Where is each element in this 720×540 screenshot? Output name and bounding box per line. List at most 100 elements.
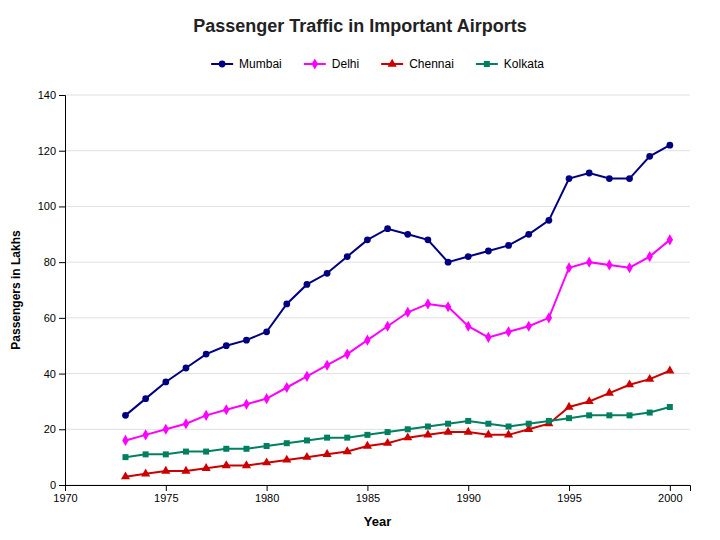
point (404, 231, 411, 238)
point (525, 231, 532, 238)
tick-label: 0 (50, 479, 56, 491)
point (142, 429, 148, 440)
point (323, 449, 332, 457)
point (344, 435, 350, 441)
legend-label: Chennai (409, 57, 454, 71)
point (243, 446, 249, 452)
point (223, 404, 229, 415)
point (364, 335, 370, 346)
point (344, 253, 351, 260)
point (586, 257, 592, 268)
tick: 120 (38, 145, 65, 157)
tick: 1975 (154, 485, 178, 504)
point (647, 410, 653, 416)
tick-mark (59, 318, 65, 319)
point (646, 153, 653, 160)
point (183, 418, 189, 429)
point (384, 321, 390, 332)
tick-mark (59, 262, 65, 263)
tick-mark (267, 485, 268, 491)
point (546, 418, 552, 424)
tick-label: 80 (44, 256, 56, 268)
tick: 80 (44, 256, 65, 268)
point (627, 412, 633, 418)
point (425, 424, 431, 430)
tick: 1990 (456, 485, 480, 504)
point (324, 435, 330, 441)
tick: 40 (44, 368, 65, 380)
point (445, 301, 451, 312)
point (304, 437, 310, 443)
tick-label: 1975 (154, 492, 178, 504)
point (405, 426, 411, 432)
series (122, 234, 673, 446)
point (183, 365, 190, 372)
point (505, 326, 511, 337)
point (344, 348, 350, 359)
point (444, 427, 453, 435)
point (667, 404, 673, 410)
legend-label: Mumbai (239, 57, 282, 71)
point (566, 175, 573, 182)
tick-mark (367, 485, 368, 491)
point (606, 259, 612, 270)
point (566, 262, 572, 273)
legend-label: Delhi (332, 57, 359, 71)
tick-label: 2000 (658, 492, 682, 504)
tick-mark (468, 485, 469, 491)
point (262, 457, 271, 465)
point (384, 225, 391, 232)
axis-line (66, 486, 691, 492)
series-line (125, 240, 669, 441)
legend-item: Delhi (304, 57, 359, 71)
series (121, 366, 674, 480)
point (364, 236, 371, 243)
point (465, 418, 471, 424)
legend-item: Mumbai (211, 57, 282, 71)
y-axis: 020406080100120140 (38, 89, 66, 491)
legend-item: Kolkata (476, 57, 544, 71)
tick: 100 (38, 200, 65, 212)
point (284, 440, 290, 446)
series-line (125, 371, 669, 477)
tick: 60 (44, 312, 65, 324)
point (282, 455, 291, 463)
point (304, 371, 310, 382)
point (141, 469, 150, 477)
point (284, 382, 290, 393)
point (223, 342, 230, 349)
tick-label: 140 (38, 89, 56, 101)
point (243, 337, 250, 344)
point (304, 281, 311, 288)
point (425, 236, 432, 243)
point (525, 321, 531, 332)
title: Passenger Traffic in Important Airports (193, 16, 526, 36)
point (606, 412, 612, 418)
point (423, 430, 432, 438)
point (465, 253, 472, 260)
point (264, 443, 270, 449)
point (242, 460, 251, 468)
point (504, 430, 513, 438)
point (142, 395, 149, 402)
grid-line (65, 95, 690, 96)
point (222, 460, 231, 468)
point (343, 446, 352, 454)
grid-line (65, 429, 690, 430)
point (605, 388, 614, 396)
legend-symbol (312, 58, 318, 69)
point (485, 332, 491, 343)
point (425, 298, 431, 309)
point (465, 321, 471, 332)
point (585, 396, 594, 404)
point (324, 270, 331, 277)
tick-mark (59, 485, 65, 486)
point (183, 449, 189, 455)
tick-label: 60 (44, 312, 56, 324)
point (484, 430, 493, 438)
point (143, 451, 149, 457)
point (645, 374, 654, 382)
tick-label: 1990 (456, 492, 480, 504)
tick-label: 1995 (557, 492, 581, 504)
grid-line (65, 150, 690, 151)
